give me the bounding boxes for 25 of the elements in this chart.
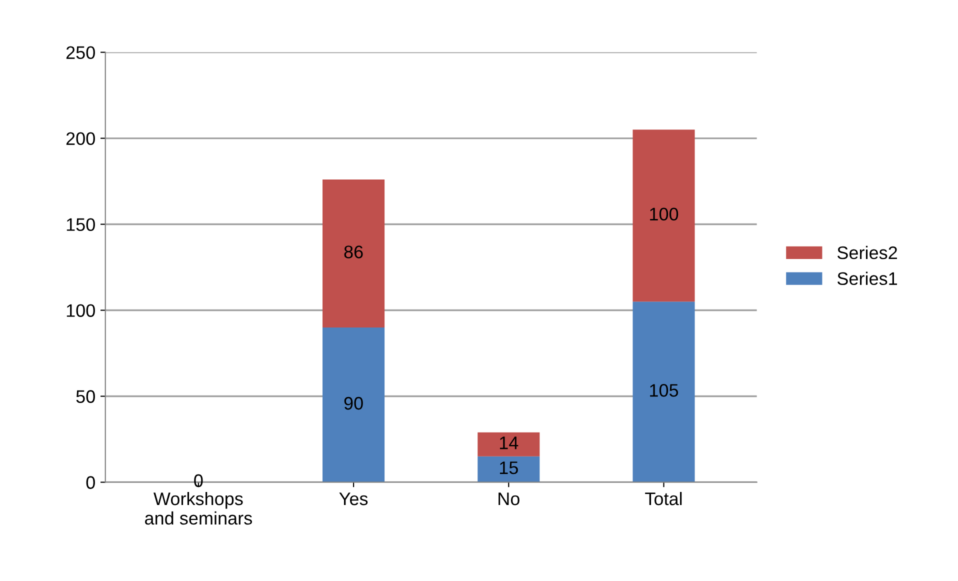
- legend-label: Series1: [837, 272, 897, 286]
- data-label: 15: [500, 462, 518, 474]
- legend-label: Series2: [837, 246, 897, 260]
- bar: [322, 327, 385, 482]
- x-tick-label: Workshops and seminars: [145, 492, 252, 525]
- bar: [322, 180, 385, 328]
- y-tick-label: 100: [66, 304, 95, 317]
- y-tick-label: 250: [66, 46, 95, 60]
- bar: [478, 432, 540, 456]
- data-label: 105: [650, 384, 678, 397]
- y-tick-label: 200: [66, 132, 95, 145]
- data-label: 86: [344, 246, 363, 258]
- x-tick-label: Yes: [339, 492, 368, 506]
- bar: [478, 456, 540, 482]
- y-tick-label: 0: [86, 476, 95, 489]
- y-tick-label: 50: [76, 390, 95, 403]
- data-label: 90: [344, 396, 363, 410]
- y-tick-label: 150: [66, 218, 95, 231]
- data-label: 0: [194, 474, 203, 488]
- bar: [632, 302, 695, 482]
- data-label: 14: [500, 436, 518, 450]
- data-label: 100: [650, 208, 678, 221]
- bar: [632, 130, 695, 302]
- x-tick-label: Total: [645, 492, 682, 506]
- x-tick-label: No: [498, 492, 520, 506]
